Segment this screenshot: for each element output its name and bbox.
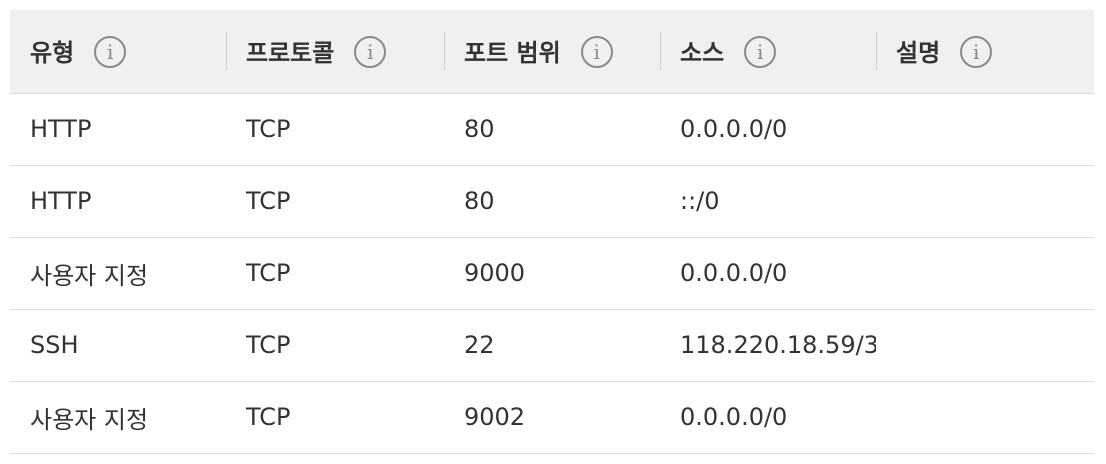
- table-row[interactable]: HTTP TCP 80 0.0.0.0/0: [10, 93, 1094, 166]
- cell-port-range: 9002: [444, 381, 660, 454]
- cell-port-range: 22: [444, 309, 660, 382]
- cell-port-range: 80: [444, 165, 660, 238]
- column-divider: [876, 32, 877, 70]
- info-icon[interactable]: i: [94, 35, 127, 68]
- table-row[interactable]: 사용자 지정 TCP 9000 0.0.0.0/0: [10, 237, 1094, 310]
- cell-description: [876, 309, 1094, 382]
- column-header-label: 소스: [680, 38, 725, 67]
- info-icon[interactable]: i: [354, 35, 387, 68]
- column-divider: [226, 32, 227, 70]
- column-header-type[interactable]: 유형 i: [10, 10, 226, 94]
- column-header-label: 프로토콜: [246, 38, 335, 67]
- cell-port-range: 80: [444, 93, 660, 166]
- cell-description: [876, 381, 1094, 454]
- cell-source: 0.0.0.0/0: [660, 237, 876, 310]
- security-group-rules-table-container: 유형 i 프로토콜 i 포트 범위 i 소스 i 설명 i: [10, 10, 1094, 454]
- cell-port-range: 9000: [444, 237, 660, 310]
- cell-protocol: TCP: [226, 381, 444, 454]
- column-header-label: 설명: [896, 38, 941, 67]
- column-header-description[interactable]: 설명 i: [876, 10, 1094, 94]
- cell-source: ::/0: [660, 165, 876, 238]
- cell-protocol: TCP: [226, 93, 444, 166]
- cell-source: 0.0.0.0/0: [660, 93, 876, 166]
- column-header-source[interactable]: 소스 i: [660, 10, 876, 94]
- cell-protocol: TCP: [226, 237, 444, 310]
- table-row[interactable]: SSH TCP 22 118.220.18.59/3: [10, 309, 1094, 382]
- cell-description: [876, 165, 1094, 238]
- column-header-protocol[interactable]: 프로토콜 i: [226, 10, 444, 94]
- cell-type: SSH: [10, 309, 226, 382]
- column-header-label: 유형: [30, 38, 75, 67]
- cell-type: HTTP: [10, 165, 226, 238]
- cell-protocol: TCP: [226, 309, 444, 382]
- cell-source: 0.0.0.0/0: [660, 381, 876, 454]
- info-icon[interactable]: i: [744, 35, 777, 68]
- inbound-rules-table: 유형 i 프로토콜 i 포트 범위 i 소스 i 설명 i: [10, 10, 1094, 454]
- info-icon[interactable]: i: [960, 35, 993, 68]
- column-header-label: 포트 범위: [464, 38, 561, 67]
- table-row[interactable]: HTTP TCP 80 ::/0: [10, 165, 1094, 238]
- cell-source: 118.220.18.59/3: [660, 309, 876, 382]
- cell-type: HTTP: [10, 93, 226, 166]
- cell-description: [876, 93, 1094, 166]
- column-divider: [444, 32, 445, 70]
- cell-type: 사용자 지정: [10, 237, 226, 310]
- cell-protocol: TCP: [226, 165, 444, 238]
- table-header-row: 유형 i 프로토콜 i 포트 범위 i 소스 i 설명 i: [10, 10, 1094, 94]
- cell-description: [876, 237, 1094, 310]
- table-row[interactable]: 사용자 지정 TCP 9002 0.0.0.0/0: [10, 381, 1094, 454]
- column-divider: [660, 32, 661, 70]
- cell-type: 사용자 지정: [10, 381, 226, 454]
- column-header-port-range[interactable]: 포트 범위 i: [444, 10, 660, 94]
- info-icon[interactable]: i: [580, 35, 613, 68]
